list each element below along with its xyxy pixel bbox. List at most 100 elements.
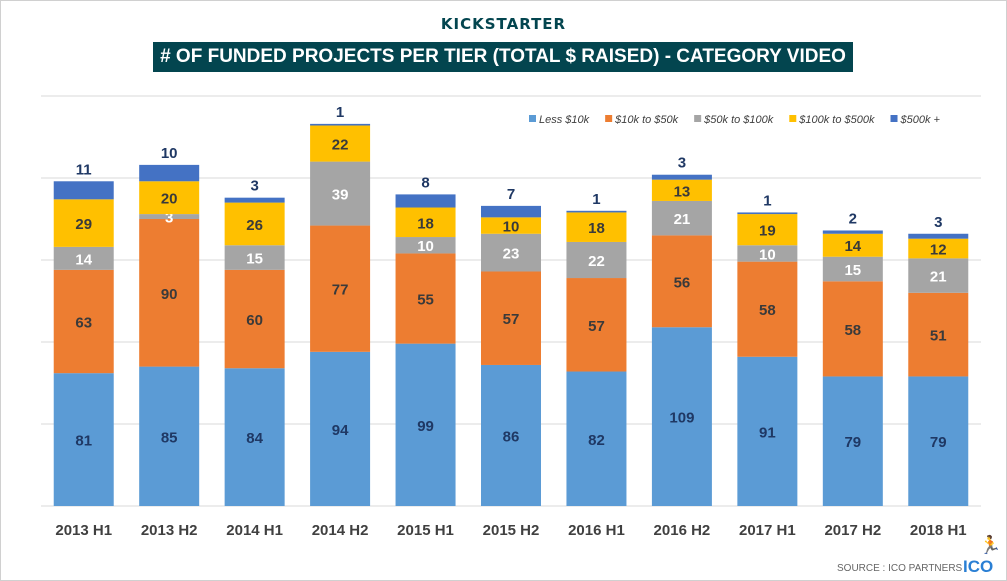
x-tick-label: 2013 H2 [141,522,198,539]
bar-segment [310,123,371,126]
x-tick-label: 2014 H2 [312,522,369,539]
x-tick-label: 2014 H1 [226,522,283,539]
data-label: 79 [844,434,861,451]
bar-segment [822,376,883,506]
data-label: 58 [759,302,776,319]
data-label: 10 [503,219,520,236]
bar-segment [651,179,712,201]
data-label: 3 [165,210,173,227]
data-label: 63 [75,315,92,332]
bar-segment [651,327,712,506]
bar-segment [224,197,285,203]
data-label: 39 [332,187,349,204]
bar-segment [53,373,114,506]
bar-segment [481,217,541,234]
data-label: 22 [588,253,605,270]
bar-segment [224,368,285,506]
bar-segment [310,125,371,162]
x-tick-label: 2018 H1 [910,522,967,539]
bar-segment [395,343,456,506]
data-label: 77 [332,282,349,299]
bar-segment [737,356,798,506]
bar-segment [224,245,285,270]
legend-label: $50k to $100k [703,114,774,126]
bar-segment [737,261,798,357]
bar-segment [566,371,627,506]
bar-segment [737,214,798,246]
bar-segment [651,235,712,328]
bar-segment [395,253,456,344]
data-label: 91 [759,424,776,441]
bar-segment [139,219,200,367]
data-label: 15 [246,251,263,268]
data-label: 90 [161,286,178,303]
legend-swatch [789,115,797,122]
data-label: 29 [75,216,92,233]
x-tick-label: 2017 H1 [739,522,796,539]
bar-segment [822,281,883,377]
data-label: 51 [930,328,947,345]
data-label: 23 [503,246,520,263]
bar-segment [139,366,200,506]
bar-segment [822,256,883,282]
bar-segment [822,230,883,234]
source-note: SOURCE : ICO PARTNERS [837,563,963,574]
bar-segment [737,212,798,215]
bar-segment [481,205,541,218]
data-label: 22 [332,137,349,154]
legend-label: Less $10k [539,114,590,126]
bar-segment [53,199,114,247]
bar-segment [908,376,969,506]
legend-label: $100k to $500k [798,114,875,126]
bar-segment [224,202,285,246]
x-tick-label: 2013 H1 [55,522,112,539]
data-label: 15 [844,262,861,279]
data-label: 12 [930,242,947,259]
data-label: 2 [849,210,857,227]
bar-segment [310,161,371,226]
data-label: 3 [934,214,942,231]
data-label: 60 [246,312,263,329]
bar-segment [737,245,798,262]
data-label: 55 [417,292,434,309]
x-tick-label: 2017 H2 [824,522,881,539]
bar-segment [139,164,200,182]
bar-segment [481,233,541,272]
bar-segment [566,210,627,213]
data-label: 109 [669,410,694,427]
data-label: 79 [930,434,947,451]
data-label: 11 [76,161,92,178]
x-tick-label: 2016 H2 [654,522,711,539]
x-tick-label: 2016 H1 [568,522,625,539]
bar-segment [481,364,541,506]
bar-segment [566,278,627,372]
data-label: 57 [588,318,605,335]
bar-segment [395,194,456,208]
data-label: 85 [161,429,178,446]
bar-segment [53,181,114,200]
data-label: 94 [332,422,349,439]
bar-segment [139,181,200,215]
data-label: 1 [336,104,344,121]
kickstarter-logo: KICKSTARTER [440,15,567,33]
data-label: 26 [246,217,263,234]
bar-segment [822,233,883,257]
x-tick-label: 2015 H1 [397,522,454,539]
data-label: 1 [763,192,771,209]
bar-segment [908,258,969,293]
bar-segment [481,271,541,365]
data-label: 57 [503,311,520,328]
data-label: 1 [592,191,600,208]
bar-segment [908,292,969,377]
legend-swatch [605,115,613,122]
data-label: 81 [75,433,92,450]
bar-segment [651,174,712,180]
bar-segment [53,269,114,374]
bar-segment [53,246,114,270]
data-label: 3 [250,178,258,195]
legend-swatch [890,115,898,122]
data-label: 14 [75,251,92,268]
legend-label: $10k to $50k [614,114,678,126]
